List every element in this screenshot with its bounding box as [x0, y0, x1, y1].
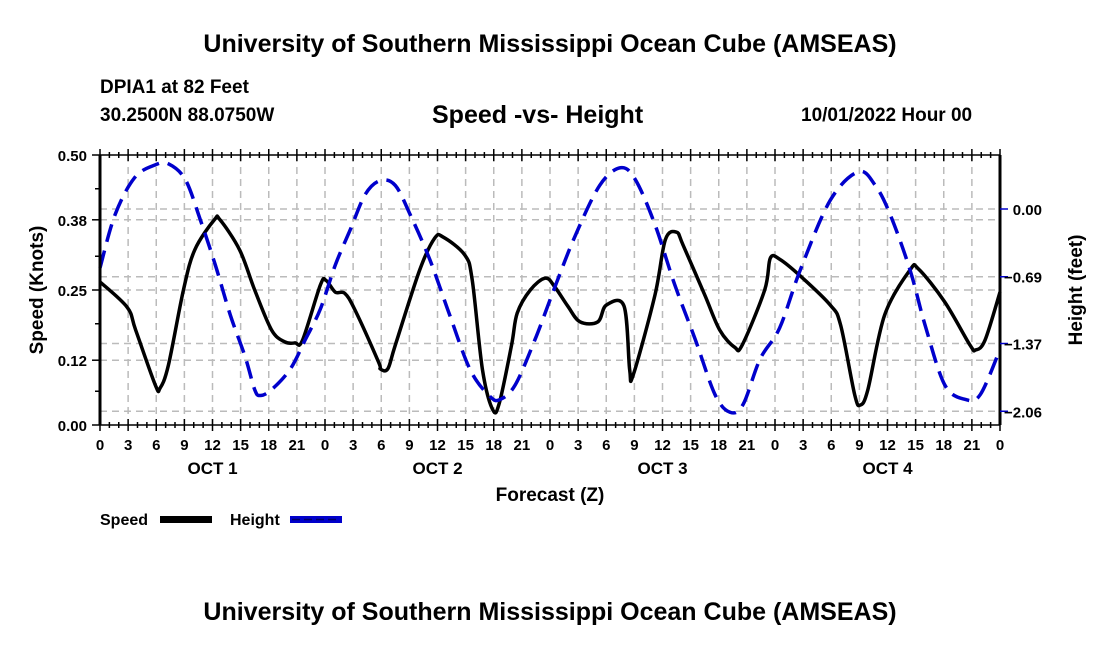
x-tick-label: 18: [710, 437, 727, 454]
y-axis-title: Speed (Knots): [27, 226, 48, 355]
x-tick-label: 18: [935, 437, 952, 454]
y-tick-label: 0.50: [58, 148, 87, 165]
day-label: OCT 4: [862, 459, 913, 478]
x-tick-label: 21: [739, 437, 756, 454]
x-tick-label: 12: [654, 437, 671, 454]
x-tick-label: 3: [349, 437, 357, 454]
x-tick-label: 6: [602, 437, 610, 454]
x-tick-label: 9: [405, 437, 413, 454]
x-tick-label: 0: [771, 437, 779, 454]
y2-axis-title: Height (feet): [1066, 235, 1087, 346]
x-axis-title: Forecast (Z): [496, 485, 605, 506]
series-line-height: [98, 160, 1002, 415]
y2-tick-label: −2.06: [1004, 404, 1042, 421]
series-group: [98, 160, 1002, 415]
chart-title: University of Southern Mississippi Ocean…: [203, 30, 897, 58]
legend-label-height: Height: [230, 512, 280, 529]
y2-tick-label: −1.37: [1004, 337, 1042, 354]
y-tick-label: 0.12: [58, 353, 87, 370]
day-label: OCT 1: [187, 459, 237, 478]
x-tick-label: 0: [96, 437, 104, 454]
legend-label-speed: Speed: [100, 512, 148, 529]
y-tick-label: 0.38: [58, 213, 87, 230]
grid-lines: [100, 155, 1000, 425]
x-tick-label: 12: [879, 437, 896, 454]
x-tick-label: 0: [546, 437, 554, 454]
legend-swatch-speed: [160, 516, 212, 523]
x-tick-label: 6: [152, 437, 160, 454]
coordinates-label: 30.2500N 88.0750W: [100, 105, 275, 126]
axis-labels: 0 3 6 9 12 15 18 21 0 3 6 9 12 15 18 21 0 3 6 9 12 15 18 21 0 3 6 9…: [27, 148, 1087, 506]
x-tick-label: 12: [204, 437, 221, 454]
x-tick-label: 12: [429, 437, 446, 454]
series-line-speed: [98, 214, 1002, 415]
y-tick-label: 0.25: [58, 283, 87, 300]
x-tick-label: 15: [232, 437, 249, 454]
y2-tick-label: −0.69: [1004, 270, 1042, 287]
x-tick-label: 15: [907, 437, 924, 454]
station-label: DPIA1 at 82 Feet: [100, 77, 249, 98]
x-tick-label: 0: [996, 437, 1004, 454]
x-tick-label: 9: [855, 437, 863, 454]
x-tick-label: 18: [485, 437, 502, 454]
x-tick-label: 9: [180, 437, 188, 454]
x-tick-label: 3: [124, 437, 132, 454]
x-tick-label: 0: [321, 437, 329, 454]
x-tick-label: 18: [260, 437, 277, 454]
footer-title: University of Southern Mississippi Ocean…: [203, 598, 897, 626]
x-tick-label: 3: [574, 437, 582, 454]
day-label: OCT 2: [412, 459, 462, 478]
y2-tick-label: 0.00: [1013, 202, 1042, 219]
x-tick-label: 15: [682, 437, 699, 454]
forecast-datetime: 10/01/2022 Hour 00: [801, 105, 973, 126]
x-tick-label: 6: [827, 437, 835, 454]
chart-subtitle: Speed -vs- Height: [432, 101, 644, 129]
x-tick-label: 9: [630, 437, 638, 454]
day-label: OCT 3: [637, 459, 687, 478]
x-tick-label: 21: [514, 437, 531, 454]
x-tick-label: 21: [289, 437, 306, 454]
axes-group: [92, 149, 1008, 431]
x-tick-label: 6: [377, 437, 385, 454]
legend: Speed Height: [100, 512, 342, 529]
x-tick-label: 21: [964, 437, 981, 454]
x-tick-label: 15: [457, 437, 474, 454]
x-tick-label: 3: [799, 437, 807, 454]
y-tick-label: 0.00: [58, 418, 87, 435]
